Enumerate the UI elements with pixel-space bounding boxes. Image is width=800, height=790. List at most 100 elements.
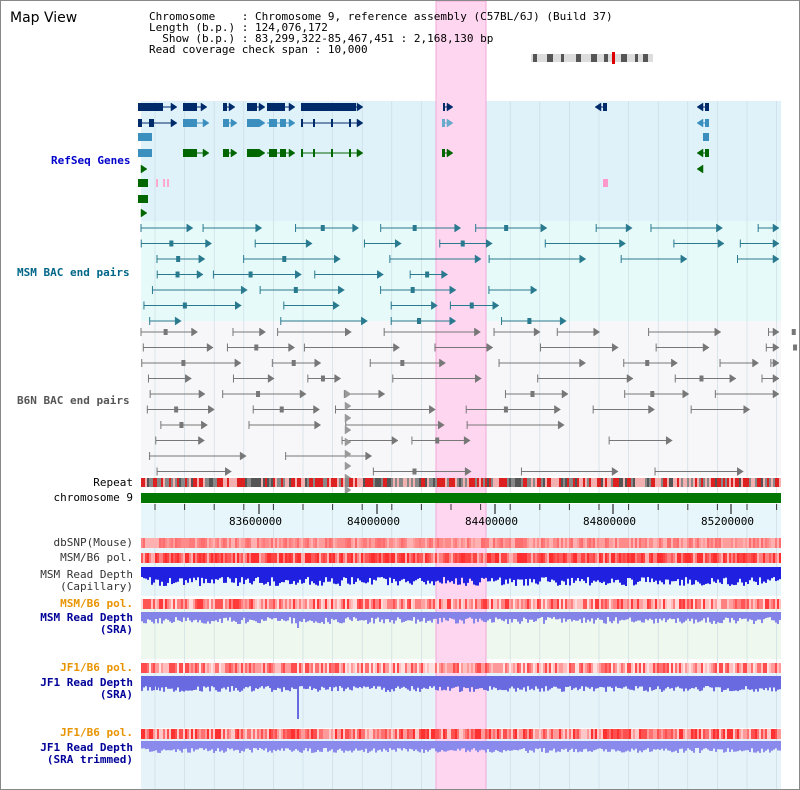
msm-b6-pol-cell — [713, 553, 715, 563]
jf1-depth-trimmed-bar — [743, 741, 745, 751]
b6n-bac-pair-arrow — [345, 327, 352, 337]
msm-depth-capillary-bar — [601, 567, 603, 584]
gene-arrow — [140, 164, 148, 174]
msm-depth-sra-bar — [537, 612, 539, 619]
jf1-depth-trimmed-bar — [321, 741, 323, 752]
dbsnp-cell — [199, 538, 201, 548]
msm-depth-sra-bar — [165, 612, 167, 619]
repeat-segment — [521, 478, 523, 487]
msm-b6-pol-label[interactable]: MSM/B6 pol. — [60, 551, 133, 564]
msm-b6-pol-sra-cell — [239, 599, 241, 609]
jf1-depth-trimmed-bar — [723, 741, 725, 753]
msm-depth-capillary-bar — [337, 567, 339, 584]
jf1-depth-trimmed-label[interactable]: JF1 Read Depth (SRA trimmed) — [40, 742, 133, 766]
msm-bac-pair-arrow — [186, 223, 194, 233]
msm-depth-capillary-bar — [341, 567, 343, 581]
jf1-b6-pol-trimmed-cell — [147, 729, 149, 739]
jf1-depth-trimmed-bar — [479, 741, 481, 751]
msm-b6-pol-cell — [329, 553, 331, 563]
jf1-b6-pol-cell — [485, 663, 487, 673]
jf1-depth-trimmed-bar — [335, 741, 337, 753]
msm-depth-sra-bar — [601, 612, 603, 620]
jf1-depth-sra-label[interactable]: JF1 Read Depth (SRA) — [40, 677, 133, 701]
repeat-segment — [773, 478, 775, 487]
gene-exon — [301, 149, 303, 157]
dbsnp-cell — [275, 538, 277, 548]
repeat-segment — [661, 478, 663, 487]
msm-bac-label[interactable]: MSM BAC end pairs — [17, 266, 130, 279]
jf1-b6-pol-cell — [259, 663, 261, 673]
jf1-depth-trimmed-bar — [227, 741, 229, 749]
dbsnp-cell — [609, 538, 611, 548]
jf1-b6-pol-cell — [593, 663, 595, 673]
b6n-bac-label[interactable]: B6N BAC end pairs — [17, 394, 130, 407]
jf1-b6-pol-trimmed-cell — [479, 729, 481, 739]
msm-depth-sra-bar — [687, 612, 689, 619]
msm-depth-sra-bar — [263, 612, 265, 621]
msm-depth-capillary-label[interactable]: MSM Read Depth (Capillary) — [40, 569, 133, 593]
jf1-b6-pol-label[interactable]: JF1/B6 pol. — [60, 661, 133, 674]
jf1-depth-sra-bar — [715, 676, 717, 688]
msm-depth-capillary-bar — [671, 567, 673, 582]
jf1-depth-sra-bar — [203, 676, 205, 687]
jf1-b6-pol-cell — [641, 663, 643, 673]
dbsnp-cell — [257, 538, 259, 548]
msm-b6-pol-sra-cell — [557, 599, 559, 609]
jf1-b6-pol-trimmed-cell — [373, 729, 375, 739]
repeat-segment — [261, 478, 263, 487]
dbsnp-cell — [369, 538, 371, 548]
jf1-b6-pol-trimmed-cell — [209, 729, 211, 739]
dbsnp-cell — [353, 538, 355, 548]
msm-depth-capillary-bar — [317, 567, 319, 586]
msm-depth-sra-bar — [391, 612, 393, 621]
jf1-depth-trimmed-bar — [329, 741, 331, 751]
dbsnp-cell — [481, 538, 483, 548]
jf1-depth-trimmed-bar — [623, 741, 625, 753]
jf1-b6-pol-cell — [327, 663, 329, 673]
jf1-b6-pol-trimmed-label[interactable]: JF1/B6 pol. — [60, 726, 133, 739]
jf1-depth-sra-bar — [757, 676, 759, 692]
jf1-b6-pol-cell — [363, 663, 365, 673]
jf1-b6-pol-cell — [413, 663, 415, 673]
dbsnp-cell — [633, 538, 635, 548]
jf1-b6-pol-cell — [225, 663, 227, 673]
jf1-depth-sra-bar — [559, 676, 561, 689]
jf1-depth-sra-bar — [501, 676, 503, 691]
gene-exon — [183, 149, 197, 157]
msm-b6-pol-sra-cell — [675, 599, 677, 609]
refseq-genes-label[interactable]: RefSeq Genes — [51, 154, 131, 167]
msm-b6-pol-cell — [257, 553, 259, 563]
msm-depth-sra-bar — [717, 612, 719, 623]
dbsnp-cell — [203, 538, 205, 548]
jf1-b6-pol-trimmed-cell — [435, 729, 437, 739]
msm-b6-pol-sra-cell — [679, 599, 681, 609]
jf1-depth-sra-bar — [327, 676, 329, 690]
msm-depth-sra-label[interactable]: MSM Read Depth (SRA) — [40, 612, 133, 636]
msm-b6-pol-cell — [453, 553, 455, 563]
repeat-segment — [405, 478, 407, 487]
msm-depth-capillary-bar — [205, 567, 207, 579]
msm-depth-capillary-bar — [727, 567, 729, 585]
jf1-depth-sra-bar — [609, 676, 611, 687]
repeat-segment — [457, 478, 459, 487]
msm-depth-sra-bar — [241, 612, 243, 621]
jf1-b6-pol-cell — [517, 663, 519, 673]
jf1-b6-pol-cell — [655, 663, 657, 673]
msm-b6-pol-sra-label[interactable]: MSM/B6 pol. — [60, 597, 133, 610]
dbsnp-label[interactable]: dbSNP(Mouse) — [53, 536, 133, 549]
msm-depth-capillary-bar — [651, 567, 653, 579]
msm-depth-capillary-bar — [365, 567, 367, 584]
msm-depth-capillary-bar — [639, 567, 641, 582]
jf1-depth-trimmed-bar — [195, 741, 197, 750]
gene-exon — [138, 195, 148, 203]
msm-depth-capillary-bar — [747, 567, 749, 584]
msm-depth-capillary-bar — [649, 567, 651, 583]
msm-depth-capillary-bar — [587, 567, 589, 578]
dbsnp-cell — [291, 538, 293, 548]
msm-depth-sra-bar — [205, 612, 207, 624]
msm-depth-capillary-bar — [231, 567, 233, 583]
repeat-segment — [311, 478, 313, 487]
jf1-depth-trimmed-bar — [231, 741, 233, 749]
repeat-segment — [379, 478, 381, 487]
